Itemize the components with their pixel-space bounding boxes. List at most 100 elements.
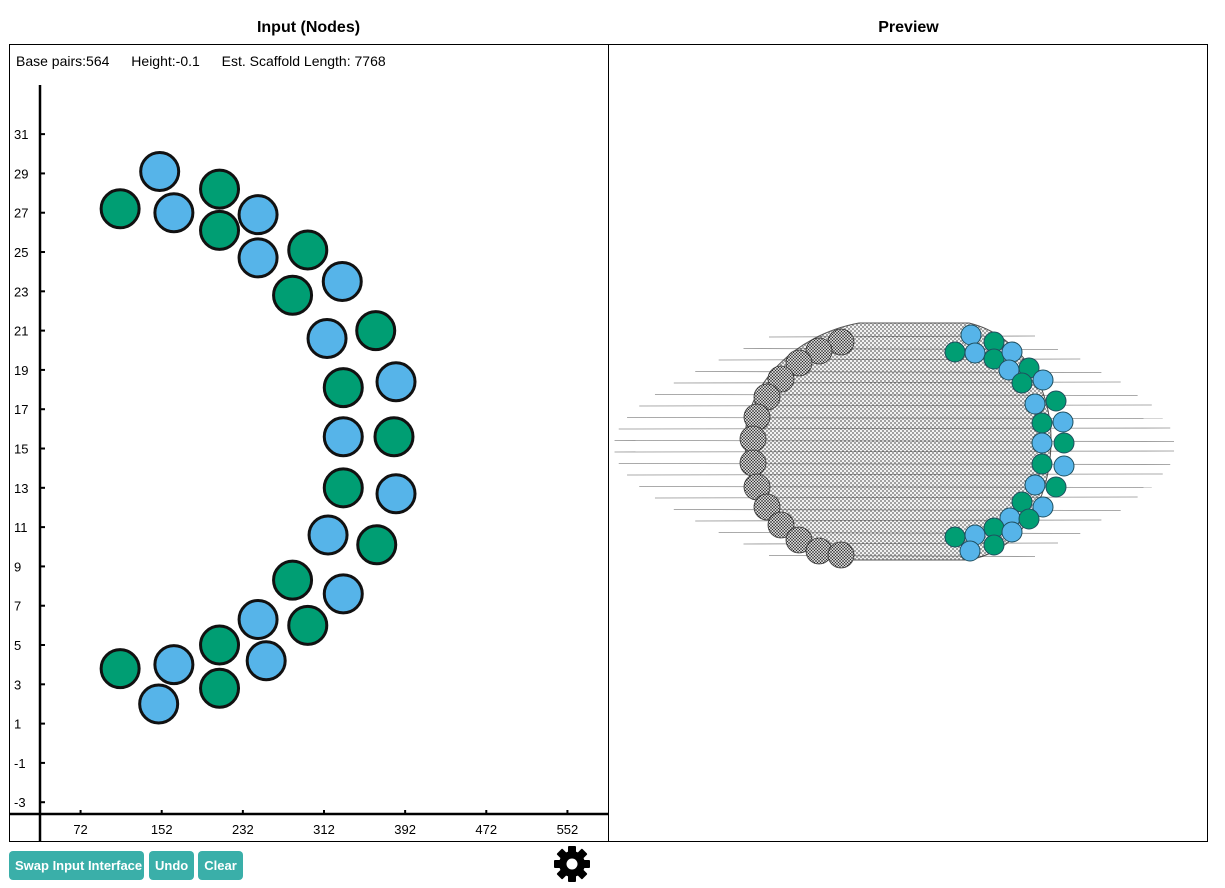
- helix-node[interactable]: [138, 683, 180, 725]
- x-tick-label: 232: [232, 822, 254, 837]
- helix-node[interactable]: [153, 192, 195, 234]
- preview-front-helix: [1031, 453, 1053, 475]
- preview-front-helix: [960, 324, 982, 346]
- preview-front-helix: [1053, 455, 1075, 477]
- preview-back-helix: [753, 493, 781, 521]
- preview-strand: [695, 519, 1102, 522]
- y-tick-label: 1: [14, 717, 21, 732]
- helix-node[interactable]: [199, 168, 241, 210]
- y-tick-label: 15: [14, 442, 28, 457]
- helix-node[interactable]: [237, 194, 279, 236]
- helix-node[interactable]: [322, 467, 364, 509]
- helix-node[interactable]: [287, 229, 329, 271]
- helix-node[interactable]: [153, 644, 195, 686]
- y-tick-label: -1: [14, 756, 26, 771]
- helix-node[interactable]: [245, 640, 287, 682]
- input-panel[interactable]: Base pairs:564 Height:-0.1 Est. Scaffold…: [9, 44, 609, 842]
- preview-panel[interactable]: [608, 44, 1208, 842]
- helix-node[interactable]: [99, 188, 141, 230]
- stats-bar: Base pairs:564 Height:-0.1 Est. Scaffold…: [16, 53, 404, 69]
- preview-front-helix: [983, 534, 1005, 556]
- preview-front-helix: [1024, 474, 1046, 496]
- input-panel-title: Input (Nodes): [256, 19, 361, 36]
- preview-back-helix: [767, 511, 795, 539]
- preview-back-helix: [805, 537, 833, 565]
- swap-input-interface-button[interactable]: Swap Input Interface: [9, 851, 144, 880]
- preview-panel-title: Preview: [878, 19, 939, 36]
- helix-node[interactable]: [375, 361, 417, 403]
- preview-front-helix: [1031, 412, 1053, 434]
- helix-node[interactable]: [199, 624, 241, 666]
- preview-strand: [718, 358, 1081, 361]
- preview-strand: [639, 486, 1152, 488]
- y-tick-label: 11: [14, 520, 28, 535]
- helix-node[interactable]: [321, 260, 363, 302]
- node-grid[interactable]: 72 152 232 312 392 472 55231292725232119171513…: [10, 45, 608, 841]
- preview-front-helix: [1045, 476, 1067, 498]
- preview-strand: [618, 427, 1171, 430]
- y-tick-label: 9: [14, 559, 21, 574]
- preview-strand: [654, 394, 1138, 396]
- preview-front-helix: [1032, 369, 1054, 391]
- preview-strand: [614, 450, 1175, 453]
- preview-front-helix: [1001, 521, 1023, 543]
- helix-node[interactable]: [375, 473, 417, 515]
- helix-node[interactable]: [322, 573, 364, 615]
- x-tick-label: 312: [313, 822, 335, 837]
- helix-node[interactable]: [322, 367, 364, 409]
- preview-front-helix: [1052, 411, 1074, 433]
- settings-gear-icon[interactable]: [553, 845, 591, 883]
- preview-front-helix: [1011, 372, 1033, 394]
- helix-node[interactable]: [306, 317, 348, 359]
- preview-strand: [618, 463, 1171, 465]
- helix-node[interactable]: [99, 648, 141, 690]
- helix-node[interactable]: [373, 416, 415, 458]
- preview-back-helix: [805, 337, 833, 365]
- helix-node[interactable]: [199, 667, 241, 709]
- y-tick-label: 7: [14, 599, 21, 614]
- preview-front-helix: [983, 348, 1005, 370]
- preview-front-helix: [1031, 432, 1053, 454]
- y-tick-label: 21: [14, 324, 28, 339]
- helix-node[interactable]: [272, 274, 314, 316]
- base-pairs-stat: Base pairs:564: [16, 53, 110, 69]
- y-tick-label: 17: [14, 402, 28, 417]
- y-tick-label: 31: [14, 127, 28, 142]
- preview-strand: [673, 509, 1121, 511]
- preview-back-helix: [785, 349, 813, 377]
- x-tick-label: 72: [73, 822, 87, 837]
- x-tick-label: 472: [475, 822, 497, 837]
- preview-strand: [639, 404, 1152, 407]
- helix-node[interactable]: [237, 237, 279, 279]
- helix-node[interactable]: [237, 598, 279, 640]
- preview-back-helix: [743, 403, 771, 431]
- preview-strand: [627, 473, 1163, 476]
- y-tick-label: 3: [14, 677, 21, 692]
- helix-node[interactable]: [287, 604, 329, 646]
- preview-back-helix: [739, 425, 767, 453]
- preview-front-helix: [944, 526, 966, 548]
- clear-button[interactable]: Clear: [198, 851, 243, 880]
- preview-barrel: [614, 322, 1175, 569]
- helix-node[interactable]: [199, 209, 241, 251]
- preview-strand: [654, 496, 1138, 499]
- x-tick-label: 152: [151, 822, 173, 837]
- preview-back-helix: [827, 541, 855, 569]
- helix-node[interactable]: [356, 524, 398, 566]
- y-tick-label: 5: [14, 638, 21, 653]
- helix-node[interactable]: [322, 416, 364, 458]
- preview-3d-render[interactable]: [609, 45, 1207, 841]
- preview-back-helix: [767, 365, 795, 393]
- y-tick-label: 25: [14, 245, 28, 260]
- helix-node[interactable]: [272, 559, 314, 601]
- preview-strand: [614, 440, 1175, 442]
- helix-node[interactable]: [355, 310, 397, 352]
- undo-button[interactable]: Undo: [149, 851, 194, 880]
- preview-back-helix: [739, 449, 767, 477]
- helix-node[interactable]: [139, 150, 181, 192]
- preview-front-helix: [959, 540, 981, 562]
- preview-front-helix: [1018, 508, 1040, 530]
- preview-front-helix: [1001, 341, 1023, 363]
- preview-strand: [673, 381, 1121, 384]
- helix-node[interactable]: [307, 514, 349, 556]
